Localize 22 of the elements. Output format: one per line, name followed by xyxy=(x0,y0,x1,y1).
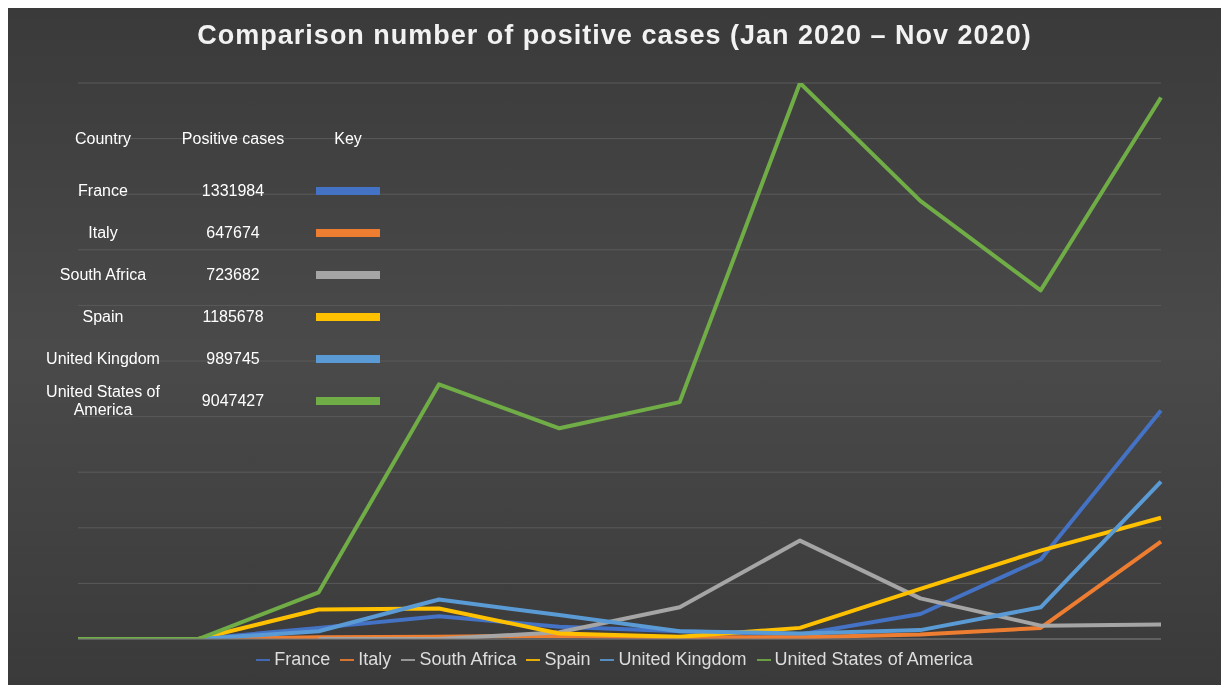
annotation: 1185678 xyxy=(201,308,265,326)
annotation: 647674 xyxy=(205,224,261,242)
legend-label: South Africa xyxy=(419,649,517,669)
legend-label: United States of America xyxy=(774,649,973,669)
annotation: Italy xyxy=(87,224,119,242)
annotation: 723682 xyxy=(205,266,261,284)
annotation: United Kingdom xyxy=(45,350,161,368)
annotation: 9047427 xyxy=(200,392,266,410)
annotation: 1331984 xyxy=(200,182,266,200)
chart-title: Comparison number of positive cases (Jan 2020 – Nov 2020) xyxy=(196,20,1033,51)
annotation: Spain xyxy=(81,308,125,326)
annotation: United States of America xyxy=(45,383,161,419)
annotation: Positive cases xyxy=(180,130,286,149)
annotation: South Africa xyxy=(58,266,148,284)
annotation: 989745 xyxy=(205,350,261,368)
annotation: Country xyxy=(74,130,132,149)
legend-label: United Kingdom xyxy=(618,649,747,669)
legend-label: Italy xyxy=(358,649,392,669)
legend-label: Spain xyxy=(544,649,591,669)
annotation: Key xyxy=(333,130,363,149)
legend-label: France xyxy=(274,649,331,669)
annotation: France xyxy=(77,182,129,200)
